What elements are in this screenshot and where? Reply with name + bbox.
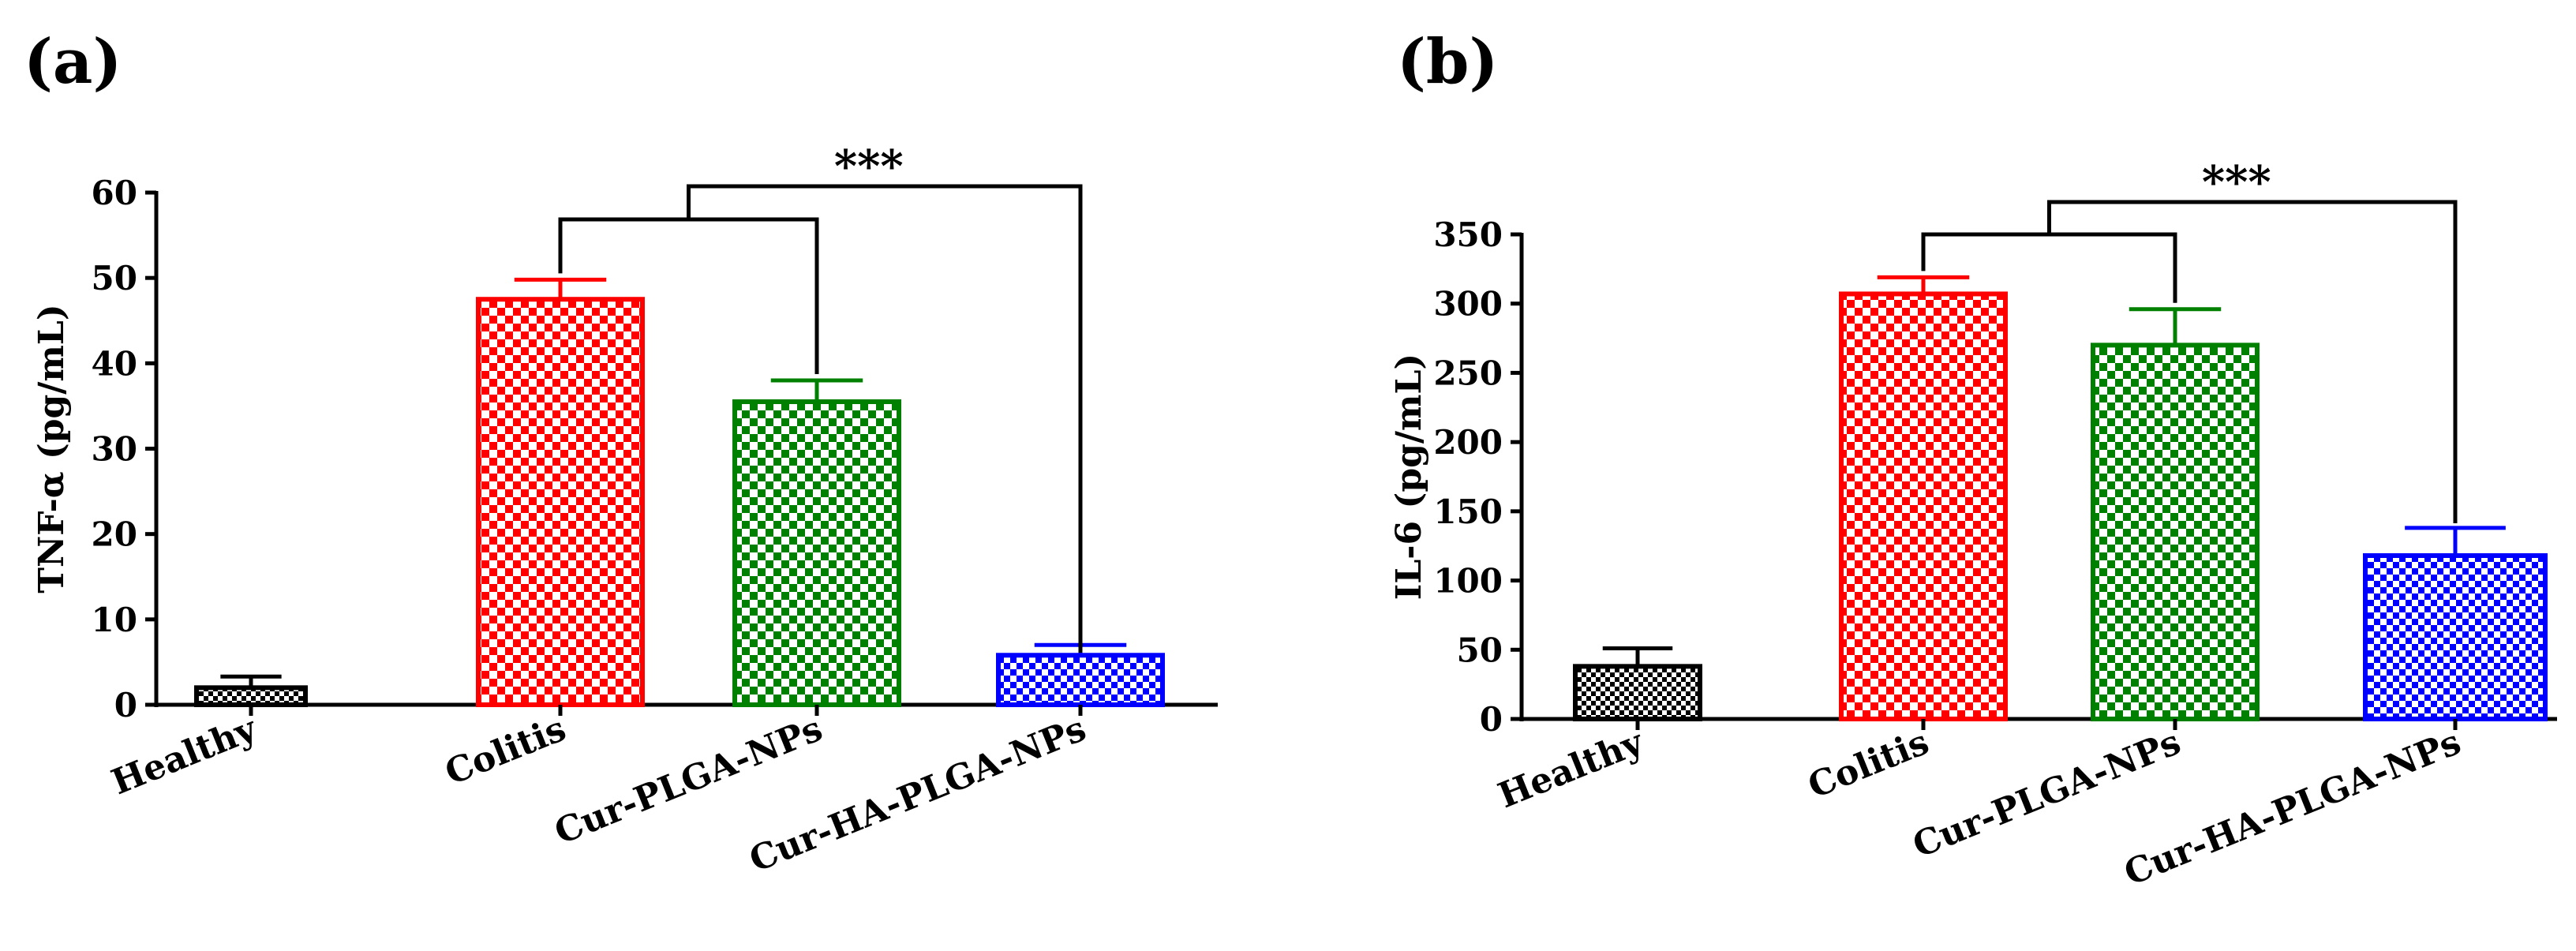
- y-tick-label: 300: [1433, 285, 1503, 324]
- y-tick-label: 10: [92, 601, 137, 639]
- y-axis-label: IL-6 (pg/mL): [1389, 354, 1429, 600]
- significance-label: ***: [834, 140, 904, 193]
- x-tick-label: Colitis: [440, 709, 571, 793]
- y-tick-label: 150: [1433, 492, 1503, 531]
- x-tick-label: Healthy: [1492, 721, 1649, 816]
- significance-bracket-outer: [687, 184, 1083, 653]
- y-tick-label: 350: [1433, 215, 1503, 254]
- significance-bracket-outer: [2047, 200, 2458, 523]
- bar: [2363, 552, 2548, 721]
- y-tick-label: 200: [1433, 423, 1503, 462]
- y-tick-label: 30: [92, 430, 137, 469]
- y-tick-label: 50: [92, 259, 137, 298]
- bar: [2091, 343, 2260, 721]
- bar: [476, 297, 645, 708]
- y-tick-label: 250: [1433, 354, 1503, 392]
- bar: [732, 399, 901, 707]
- x-tick-label: Cur-PLGA-NPs: [1908, 722, 2186, 866]
- significance-label: ***: [2202, 156, 2271, 208]
- bar: [996, 653, 1165, 707]
- panel-label: (b): [1397, 26, 1498, 98]
- panel-label: (a): [24, 26, 122, 98]
- bar: [194, 685, 308, 707]
- x-tick-label: Colitis: [1803, 722, 1934, 807]
- y-tick-label: 60: [92, 174, 137, 212]
- y-tick-label: 20: [92, 515, 137, 554]
- chart-panel-b: (b) 0 50 100 150 200 250 300 350 IL-6 (pg/mL) Heal…: [1389, 26, 2557, 893]
- y-tick-label: 100: [1433, 562, 1503, 601]
- y-tick-label: 0: [1480, 700, 1503, 739]
- y-tick-label: 0: [114, 686, 137, 724]
- y-tick-label: 50: [1457, 631, 1503, 669]
- y-tick-label: 40: [92, 344, 137, 383]
- y-axis-label: TNF-α (pg/mL): [32, 304, 72, 593]
- bar: [1573, 664, 1702, 722]
- bar: [1839, 291, 2008, 722]
